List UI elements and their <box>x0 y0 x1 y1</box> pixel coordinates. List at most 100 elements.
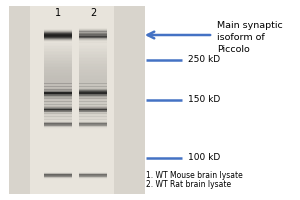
Bar <box>79 123 107 124</box>
Bar <box>44 40 72 42</box>
Bar <box>44 89 72 90</box>
Bar <box>79 67 107 69</box>
Bar <box>44 37 72 38</box>
Bar <box>44 101 72 103</box>
Bar <box>44 123 72 124</box>
Bar <box>44 113 72 114</box>
Bar <box>79 107 107 109</box>
Bar <box>44 39 72 40</box>
Bar <box>79 72 107 73</box>
Bar <box>79 178 107 179</box>
Bar <box>79 122 107 124</box>
Bar <box>79 42 107 43</box>
Bar <box>79 83 107 85</box>
Bar <box>79 107 107 108</box>
Bar <box>44 109 72 110</box>
Bar <box>79 176 107 177</box>
Bar <box>44 174 72 175</box>
Bar <box>79 127 107 129</box>
Bar <box>79 116 107 118</box>
Bar <box>44 93 72 94</box>
Bar <box>79 95 107 96</box>
Bar <box>79 89 107 91</box>
Bar <box>79 92 107 94</box>
Bar <box>79 174 107 175</box>
Bar <box>79 88 107 90</box>
Bar <box>44 86 72 88</box>
Bar <box>44 94 72 96</box>
Bar <box>44 79 72 81</box>
Text: Main synaptic
isoform of
Piccolo: Main synaptic isoform of Piccolo <box>218 21 283 54</box>
Bar <box>44 95 72 97</box>
Bar <box>79 108 107 109</box>
Bar <box>44 72 72 73</box>
Bar <box>79 111 107 112</box>
Text: 150 kD: 150 kD <box>188 96 220 104</box>
Bar <box>44 175 72 176</box>
Bar <box>44 104 72 106</box>
Bar <box>79 57 107 58</box>
Bar <box>44 127 72 128</box>
Bar <box>44 64 72 66</box>
Bar <box>44 119 72 121</box>
Bar <box>44 91 72 92</box>
Bar <box>44 98 72 100</box>
Text: 1: 1 <box>55 8 61 18</box>
Bar <box>79 95 107 97</box>
Bar <box>79 40 107 42</box>
Bar <box>79 106 107 108</box>
Bar <box>44 109 72 110</box>
Bar <box>44 85 72 87</box>
Bar <box>79 28 107 29</box>
Bar <box>79 55 107 57</box>
Bar <box>79 125 107 126</box>
Text: 2. WT Rat brain lysate: 2. WT Rat brain lysate <box>146 180 232 189</box>
Bar <box>44 32 72 33</box>
Bar <box>79 103 107 105</box>
Bar <box>44 127 72 129</box>
Bar <box>44 97 72 98</box>
Bar <box>44 94 72 95</box>
Bar <box>44 125 72 126</box>
Bar <box>79 86 107 88</box>
Bar <box>44 176 72 177</box>
Bar <box>79 91 107 93</box>
Bar <box>79 127 107 128</box>
Bar <box>44 107 72 108</box>
Bar <box>44 82 72 84</box>
Bar <box>79 115 107 117</box>
Bar <box>79 70 107 72</box>
Bar <box>44 111 72 112</box>
Bar <box>44 112 72 113</box>
Bar <box>79 112 107 113</box>
Bar <box>79 73 107 75</box>
Bar <box>79 34 107 35</box>
Bar <box>44 78 72 79</box>
Bar <box>44 73 72 75</box>
Bar <box>44 173 72 174</box>
Bar <box>44 83 72 85</box>
Bar <box>44 97 72 98</box>
Bar <box>44 81 72 82</box>
Bar <box>44 43 72 45</box>
Bar <box>79 54 107 55</box>
Text: 250 kD: 250 kD <box>188 55 220 64</box>
Bar <box>44 45 72 46</box>
Text: 1. WT Mouse brain lysate: 1. WT Mouse brain lysate <box>146 171 243 180</box>
Bar <box>79 111 107 112</box>
Bar <box>44 35 72 36</box>
Bar <box>44 63 72 64</box>
Bar <box>79 94 107 95</box>
Bar <box>9 6 145 194</box>
Bar <box>44 69 72 70</box>
Bar <box>44 107 72 109</box>
Bar <box>44 96 72 97</box>
Bar <box>79 106 107 107</box>
Bar <box>79 91 107 93</box>
Bar <box>44 91 72 93</box>
Bar <box>44 126 72 127</box>
Bar <box>79 100 107 102</box>
Bar <box>79 125 107 127</box>
Bar <box>44 95 72 96</box>
Bar <box>44 88 72 90</box>
